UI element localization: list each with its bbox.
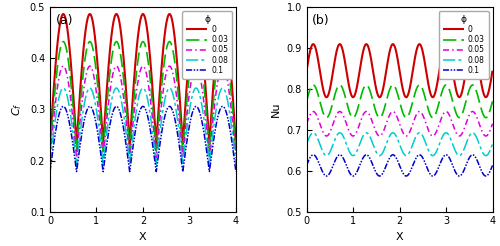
X-axis label: X: X [396, 232, 404, 242]
Text: (a): (a) [56, 14, 73, 27]
X-axis label: X: X [139, 232, 147, 242]
Y-axis label: Nu: Nu [271, 102, 281, 117]
Legend: 0, 0.03, 0.05, 0.08, 0.1: 0, 0.03, 0.05, 0.08, 0.1 [439, 11, 488, 78]
Text: (b): (b) [312, 14, 330, 27]
Legend: 0, 0.03, 0.05, 0.08, 0.1: 0, 0.03, 0.05, 0.08, 0.1 [182, 11, 232, 78]
Y-axis label: $C_f$: $C_f$ [10, 103, 24, 116]
